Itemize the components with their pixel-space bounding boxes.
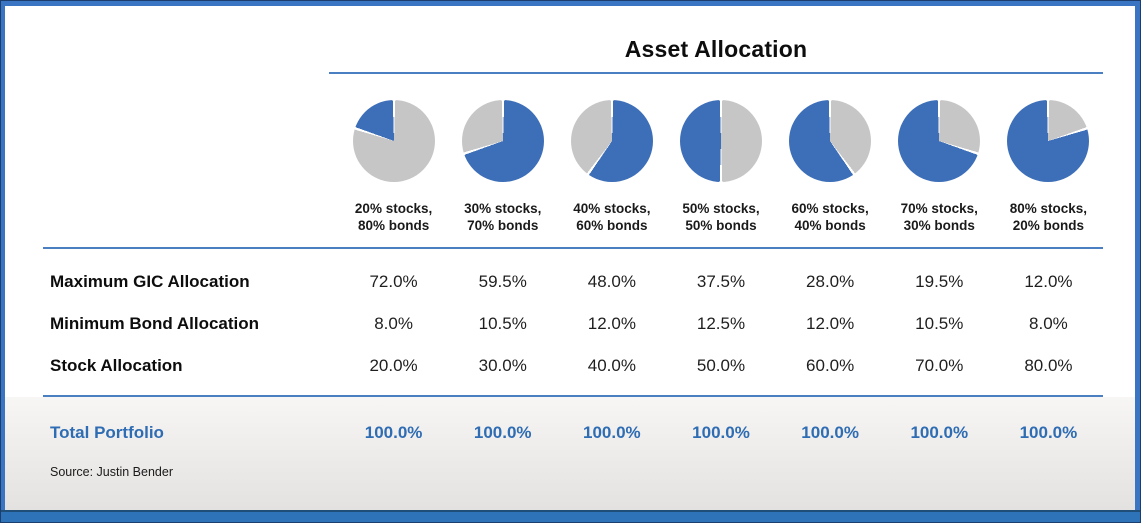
pie-chart-5 bbox=[789, 100, 872, 182]
pie-column-7: 80% stocks, 20% bonds bbox=[994, 100, 1103, 234]
total-cell-value: 100.0% bbox=[473, 423, 532, 442]
pie-label-line1: 80% stocks, bbox=[1009, 201, 1088, 216]
pie-column-5: 60% stocks, 40% bonds bbox=[776, 100, 885, 234]
cell-value: 40.0% bbox=[587, 356, 636, 375]
cell-value: 12.0% bbox=[806, 314, 855, 333]
total-divider bbox=[43, 395, 1103, 397]
pie-label-line2: 40% bonds bbox=[794, 218, 866, 233]
pie-column-label: 60% stocks, 40% bonds bbox=[791, 200, 868, 234]
total-cell-value: 100.0% bbox=[583, 423, 641, 442]
pie-column-4: 50% stocks, 50% bonds bbox=[666, 100, 775, 234]
chart-title-block: Asset Allocation bbox=[329, 36, 1103, 74]
pie-column-label: 30% stocks, 70% bonds bbox=[464, 200, 541, 234]
pie-chart-2 bbox=[461, 100, 544, 182]
row-label: Maximum GIC Allocation bbox=[50, 272, 250, 291]
pie-chart-1 bbox=[352, 100, 435, 182]
pie-label-line2: 70% bonds bbox=[467, 218, 539, 233]
pie-chart-4 bbox=[679, 100, 762, 182]
page-title: Asset Allocation bbox=[624, 36, 808, 62]
pie-column-label: 70% stocks, 30% bonds bbox=[901, 200, 978, 234]
pie-chart-6 bbox=[898, 100, 981, 182]
cell-value: 50.0% bbox=[696, 356, 746, 375]
cell-value: 19.5% bbox=[915, 272, 964, 291]
pie-chart-row: 20% stocks, 80% bonds 30% stocks, 70% bonds… bbox=[43, 100, 1103, 234]
pie-label-line1: 30% stocks, bbox=[464, 201, 542, 216]
pie-column-label: 80% stocks, 20% bonds bbox=[1010, 200, 1087, 234]
source-credit: Source: Justin Bender bbox=[50, 465, 173, 479]
row-label: Stock Allocation bbox=[50, 356, 183, 375]
pie-label-line1: 70% stocks, bbox=[900, 201, 978, 216]
pie-chart-7 bbox=[1007, 100, 1090, 182]
total-cell-value: 100.0% bbox=[910, 423, 969, 442]
cell-value: 28.0% bbox=[806, 272, 855, 291]
cell-value: 60.0% bbox=[806, 356, 855, 375]
cell-value: 10.5% bbox=[915, 314, 964, 333]
cell-value: 10.5% bbox=[478, 314, 527, 333]
pie-chart-3 bbox=[570, 100, 653, 182]
top-border-bar bbox=[1, 1, 1140, 6]
pie-column-3: 40% stocks, 60% bonds bbox=[557, 100, 666, 234]
cell-value: 70.0% bbox=[915, 356, 964, 375]
pie-label-line1: 20% stocks, bbox=[354, 201, 433, 216]
pie-column-label: 50% stocks, 50% bonds bbox=[682, 200, 759, 234]
pie-column-2: 30% stocks, 70% bonds bbox=[448, 100, 557, 234]
pie-label-line2: 20% bonds bbox=[1012, 218, 1085, 233]
pie-label-line2: 80% bonds bbox=[357, 218, 430, 233]
cell-value: 12.0% bbox=[1024, 272, 1073, 291]
bottom-border-bar bbox=[1, 510, 1140, 522]
total-cell-value: 100.0% bbox=[692, 423, 750, 442]
pie-label-line2: 30% bonds bbox=[903, 218, 975, 233]
footer-band: Total Portfolio 100.0% 100.0% 100.0% 100.0%… bbox=[5, 397, 1135, 510]
cell-value: 20.0% bbox=[369, 356, 418, 375]
cell-value: 8.0% bbox=[374, 314, 413, 333]
pie-label-line1: 50% stocks, bbox=[682, 201, 760, 216]
cell-value: 59.5% bbox=[478, 272, 527, 291]
pie-column-label: 20% stocks, 80% bonds bbox=[355, 200, 432, 234]
cell-value: 80.0% bbox=[1024, 356, 1073, 375]
pie-label-line2: 50% bonds bbox=[685, 218, 757, 233]
cell-value: 30.0% bbox=[478, 356, 527, 375]
cell-value: 12.5% bbox=[696, 314, 746, 333]
allocation-table: Maximum GIC Allocation 72.0% 59.5% 48.0% 37.… bbox=[43, 249, 1103, 387]
row-label: Minimum Bond Allocation bbox=[50, 314, 260, 333]
pie-column-label: 40% stocks, 60% bonds bbox=[573, 200, 650, 234]
header-divider bbox=[43, 247, 1103, 249]
pie-column-6: 70% stocks, 30% bonds bbox=[885, 100, 994, 234]
content-area: Asset Allocation 20% stocks, 80% bonds 30%… bbox=[1, 6, 1140, 510]
pie-label-line1: 40% stocks, bbox=[573, 201, 651, 216]
pie-label-line2: 60% bonds bbox=[576, 218, 648, 233]
total-cell-value: 100.0% bbox=[364, 423, 423, 442]
cell-value: 37.5% bbox=[696, 272, 746, 291]
pie-label-line1: 60% stocks, bbox=[791, 201, 869, 216]
total-portfolio-row: Total Portfolio 100.0% 100.0% 100.0% 100.0%… bbox=[43, 413, 1103, 453]
cell-value: 72.0% bbox=[369, 272, 418, 291]
total-cell-value: 100.0% bbox=[801, 423, 859, 442]
cell-value: 8.0% bbox=[1029, 314, 1068, 333]
total-portfolio-label: Total Portfolio bbox=[50, 423, 164, 442]
total-cell-value: 100.0% bbox=[1019, 423, 1078, 442]
pie-column-1: 20% stocks, 80% bonds bbox=[339, 100, 448, 234]
cell-value: 12.0% bbox=[587, 314, 636, 333]
cell-value: 48.0% bbox=[587, 272, 636, 291]
